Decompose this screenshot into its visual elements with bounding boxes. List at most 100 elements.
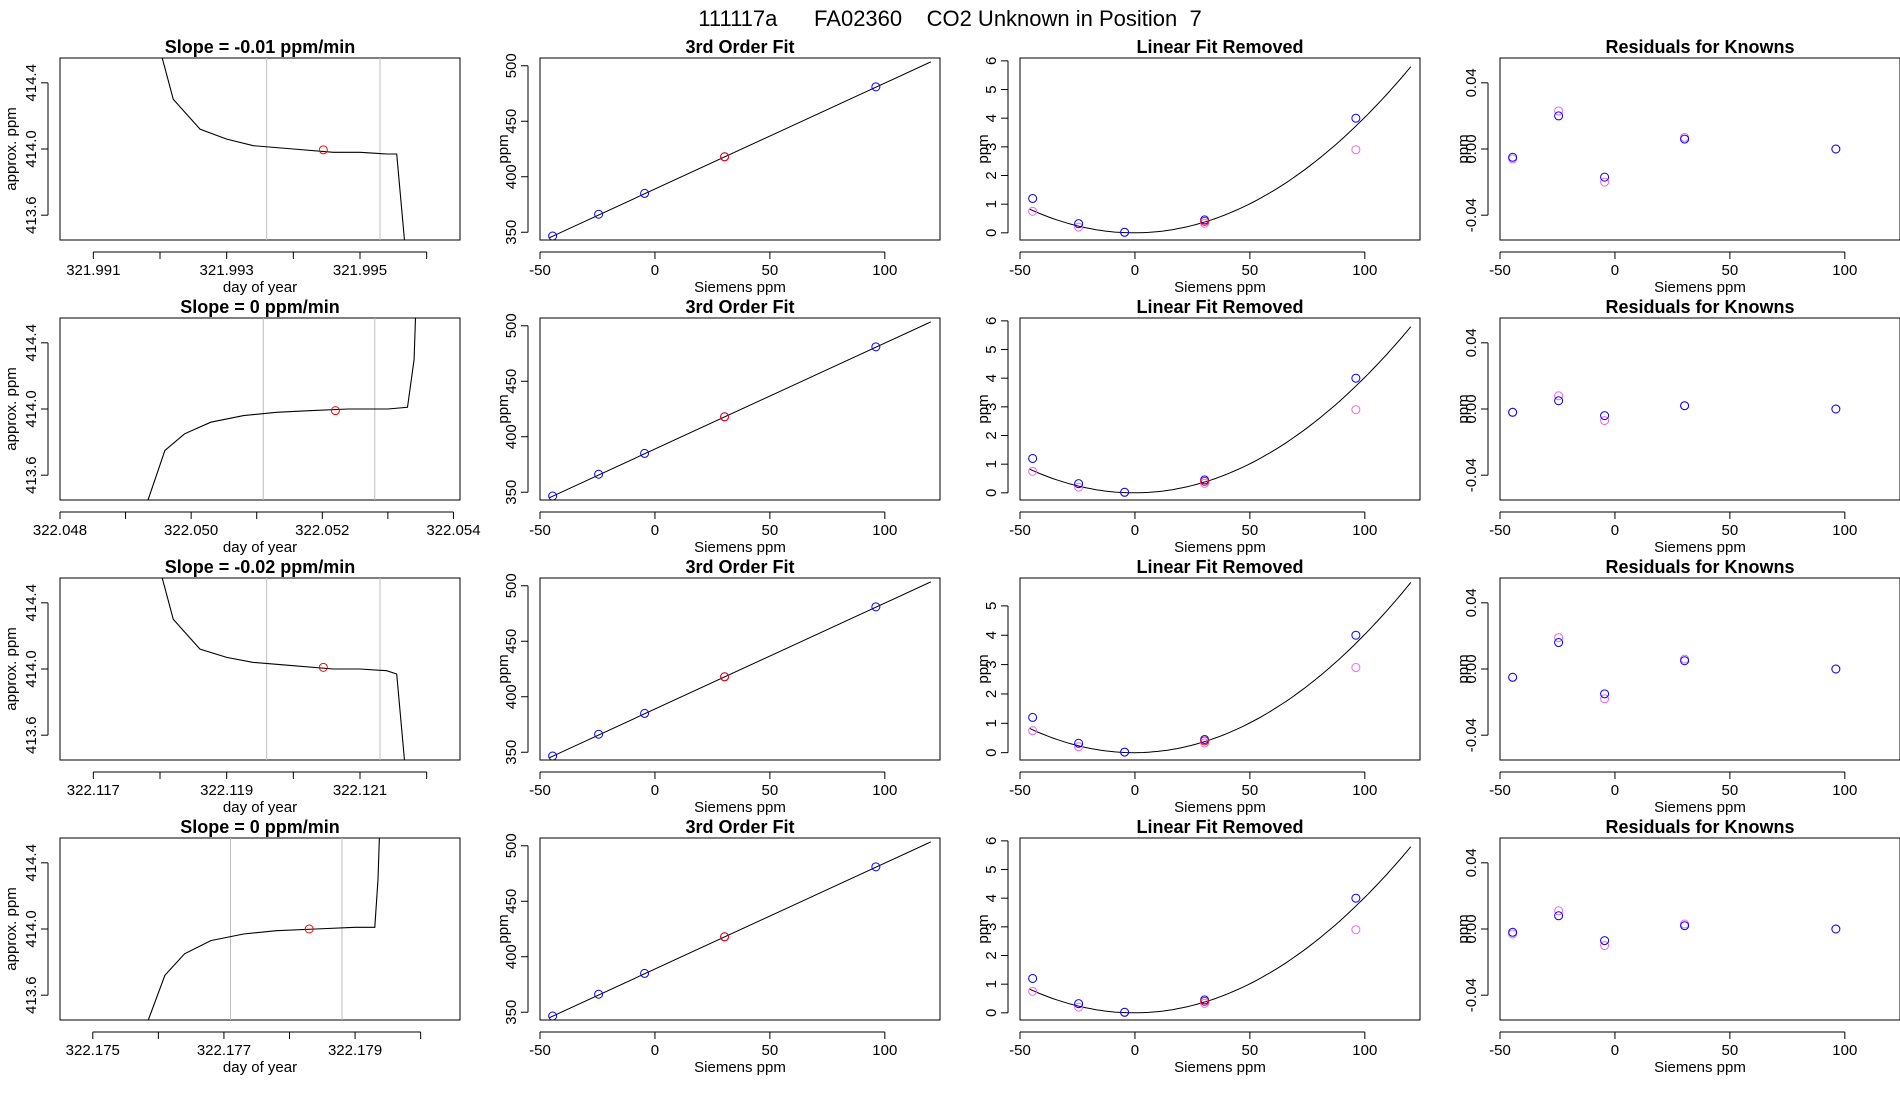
secondary-data-point	[1554, 633, 1564, 643]
x-tick-label: 322.121	[333, 782, 387, 799]
data-point	[1120, 227, 1130, 237]
y-tick-label: 5	[983, 85, 1000, 93]
y-tick-label: 500	[503, 313, 520, 338]
unknown-marker	[720, 412, 730, 422]
chart-title: Residuals for Knowns	[1605, 297, 1794, 317]
y-tick-label: 3	[983, 403, 1000, 411]
data-point	[871, 862, 881, 872]
trace-line	[147, 838, 380, 1020]
x-tick-label: 0	[1131, 262, 1139, 279]
y-tick-label: 500	[503, 833, 520, 858]
chart-title: Slope = -0.01 ppm/min	[165, 37, 356, 57]
x-tick-label: -50	[1009, 522, 1031, 539]
plot-data	[1508, 633, 1841, 704]
x-tick-label: 322.054	[426, 522, 480, 539]
x-tick-label: 100	[1352, 522, 1377, 539]
x-axis-label: Siemens ppm	[1654, 539, 1746, 556]
y-tick-label: 3	[983, 143, 1000, 151]
y-tick-label: 400	[503, 424, 520, 449]
unknown-marker	[720, 932, 730, 942]
chart-panel-r3-c1: Slope = -0.02 ppm/min 322.117 322.119 322.1…	[3, 557, 461, 816]
plot-frame	[59, 57, 461, 241]
data-point	[1120, 1007, 1130, 1017]
y-tick-label: 414.0	[23, 910, 40, 948]
x-tick-label: 0	[1131, 1042, 1139, 1059]
y-tick-label: 1	[983, 460, 1000, 468]
y-tick-label: 413.6	[23, 456, 40, 494]
chart-panel-r2-c2: 3rd Order Fit -50 0 50 100 Siemens ppm 350 400 4…	[495, 297, 941, 556]
y-tick-label: 0	[983, 229, 1000, 237]
x-tick-label: 50	[762, 262, 779, 279]
secondary-data-point	[1028, 726, 1038, 736]
plot-data	[548, 581, 932, 760]
y-axis-label: ppm	[1455, 134, 1472, 163]
plot-data	[1508, 906, 1841, 951]
y-tick-label: 414.4	[23, 584, 40, 622]
y-tick-label: 6	[983, 57, 1000, 65]
chart-title: Linear Fit Removed	[1136, 557, 1303, 577]
plot-data	[147, 318, 417, 500]
figure-title: 111117a FA02360 CO2 Unknown in Position …	[698, 6, 1201, 31]
plot-data	[548, 61, 932, 240]
y-tick-label: 413.6	[23, 196, 40, 234]
x-tick-label: -50	[529, 782, 551, 799]
x-tick-label: -50	[529, 1042, 551, 1059]
y-axis-label: ppm	[495, 134, 512, 163]
y-axis-label: ppm	[975, 654, 992, 683]
unknown-marker	[720, 152, 730, 162]
y-tick-label: 0.04	[1463, 588, 1480, 617]
chart-title: 3rd Order Fit	[685, 297, 794, 317]
x-tick-label: 322.117	[67, 782, 120, 799]
data-point	[1680, 401, 1690, 411]
chart-panel-r1-c2: 3rd Order Fit -50 0 50 100 Siemens ppm 350 400 4…	[495, 37, 941, 296]
plot-data	[1028, 326, 1412, 497]
data-point	[594, 469, 604, 479]
data-point	[1120, 747, 1130, 757]
secondary-data-point	[1351, 145, 1361, 155]
x-axis-label: Siemens ppm	[1654, 799, 1746, 816]
data-point	[640, 708, 650, 718]
y-tick-label: 4	[983, 374, 1000, 382]
plot-data	[1028, 582, 1412, 757]
secondary-data-point	[1554, 391, 1564, 401]
x-tick-label: 321.995	[333, 262, 387, 279]
secondary-data-point	[1554, 106, 1564, 116]
y-tick-label: 1	[983, 719, 1000, 727]
fit-curve	[1028, 326, 1412, 494]
y-tick-label: 1	[983, 980, 1000, 988]
x-tick-label: 0	[1131, 522, 1139, 539]
x-tick-label: 322.177	[197, 1042, 251, 1059]
plot-data	[1028, 66, 1412, 237]
unknown-marker	[318, 662, 328, 672]
y-tick-label: -0.04	[1463, 198, 1480, 232]
plot-frame	[1019, 577, 1421, 761]
unknown-marker	[1200, 476, 1210, 486]
x-axis-label: Siemens ppm	[1174, 539, 1266, 556]
plot-frame	[539, 837, 941, 1021]
y-axis-label: ppm	[975, 394, 992, 423]
data-point	[1554, 911, 1564, 921]
x-tick-label: -50	[1489, 782, 1511, 799]
y-tick-label: 0.00	[1463, 134, 1480, 163]
x-tick-label: -50	[1009, 262, 1031, 279]
chart-title: 3rd Order Fit	[685, 557, 794, 577]
data-point	[1680, 656, 1690, 666]
plot-data	[548, 321, 932, 500]
plot-data	[1508, 391, 1841, 426]
x-tick-label: 50	[1722, 262, 1739, 279]
data-point	[1351, 893, 1361, 903]
trace-line	[147, 318, 417, 500]
data-point	[1831, 924, 1841, 934]
data-point	[1351, 630, 1361, 640]
y-tick-label: 6	[983, 837, 1000, 845]
y-tick-label: 0	[983, 748, 1000, 756]
data-point	[1074, 479, 1084, 489]
data-point	[1028, 453, 1038, 463]
plot-frame	[1499, 837, 1900, 1021]
secondary-data-point	[1600, 694, 1610, 704]
chart-panel-r3-c3: Linear Fit Removed -50 0 50 100 Siemens ppm 0 1…	[975, 557, 1421, 816]
plot-data	[1508, 106, 1841, 187]
plot-frame	[59, 577, 461, 761]
y-axis-label: ppm	[495, 654, 512, 683]
